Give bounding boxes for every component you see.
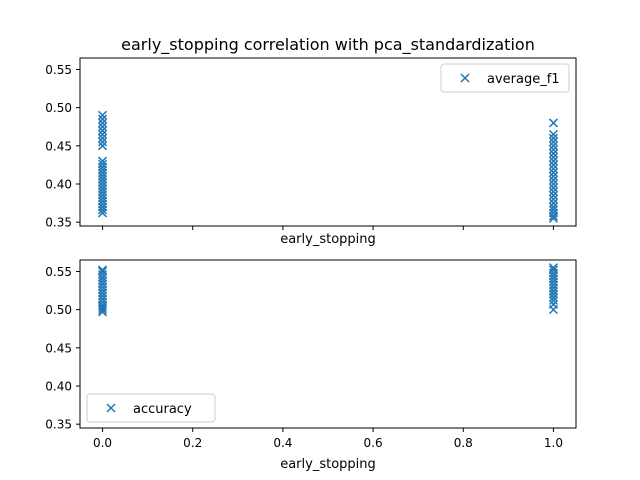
data-point-average_f1-40 [548, 168, 558, 178]
data-point-average_f1-17 [98, 156, 108, 166]
data-point-accuracy-14 [98, 266, 108, 276]
x-axis-label: early_stopping [280, 232, 376, 247]
x-tick-label: 0.0 [93, 436, 112, 450]
points-accuracy [98, 263, 558, 317]
x-tick-label: 0.4 [273, 436, 292, 450]
legend-box [86, 393, 216, 423]
data-point-average_f1-45 [548, 148, 558, 158]
y-tick-label: 0.40 [45, 178, 72, 192]
panel-average-f1: 0.35 0.40 0.45 0.50 0.55 early_stopping averag… [45, 57, 577, 247]
x-axis-label: early_stopping [280, 457, 376, 472]
legend: accuracy [86, 393, 216, 423]
data-point-average_f1-18 [98, 141, 108, 151]
data-point-average_f1-25 [98, 114, 108, 124]
y-tick-label: 0.45 [45, 341, 72, 355]
legend-label: average_f1 [487, 72, 560, 87]
data-point-accuracy-29 [548, 263, 558, 273]
data-point-average_f1-36 [548, 183, 558, 193]
data-point-accuracy-28 [548, 265, 558, 275]
y-tick-label: 0.35 [45, 216, 72, 230]
data-point-accuracy-17 [548, 299, 558, 309]
legend-marker [106, 403, 116, 413]
data-point-average_f1-50 [548, 129, 558, 139]
data-point-average_f1-35 [548, 187, 558, 197]
data-point-average_f1-19 [98, 137, 108, 147]
data-point-average_f1-39 [548, 171, 558, 181]
data-point-average_f1-44 [548, 152, 558, 162]
data-point-average_f1-37 [548, 179, 558, 189]
data-point-average_f1-23 [98, 122, 108, 132]
data-point-average_f1-51 [548, 118, 558, 128]
axes-frame [79, 57, 577, 227]
chart-title: early_stopping correlation with pca_stan… [121, 35, 535, 55]
x-tick-label: 0.8 [454, 436, 473, 450]
y-tick-label: 0.50 [45, 303, 72, 317]
data-point-average_f1-31 [548, 202, 558, 212]
data-point-average_f1-49 [548, 133, 558, 143]
data-point-average_f1-32 [548, 198, 558, 208]
data-point-average_f1-24 [98, 118, 108, 128]
data-point-average_f1-21 [98, 129, 108, 139]
data-point-average_f1-33 [548, 194, 558, 204]
data-point-accuracy-15 [98, 265, 108, 275]
data-point-average_f1-30 [548, 205, 558, 215]
data-point-average_f1-22 [98, 126, 108, 136]
legend-label: accuracy [133, 402, 192, 417]
data-point-average_f1-43 [548, 156, 558, 166]
data-point-average_f1-16 [98, 159, 108, 169]
x-tick-label: 1.0 [544, 436, 563, 450]
panel-accuracy: 0.35 0.40 0.45 0.50 0.55 0.0 0.2 0.4 0.6 0.8 1.0 ea… [45, 259, 577, 472]
data-point-average_f1-41 [548, 164, 558, 174]
y-tick-label: 0.45 [45, 139, 72, 153]
y-tick-label: 0.35 [45, 418, 72, 432]
data-point-average_f1-48 [548, 137, 558, 147]
y-tick-label: 0.50 [45, 101, 72, 115]
data-point-average_f1-34 [548, 190, 558, 200]
data-point-average_f1-26 [98, 110, 108, 120]
y-tick-label: 0.55 [45, 265, 72, 279]
data-point-average_f1-46 [548, 145, 558, 155]
data-point-average_f1-38 [548, 175, 558, 185]
y-tick-label: 0.55 [45, 63, 72, 77]
y-tick-label: 0.40 [45, 380, 72, 394]
legend: average_f1 [440, 63, 570, 93]
data-point-average_f1-42 [548, 160, 558, 170]
data-point-average_f1-20 [98, 133, 108, 143]
x-tick-label: 0.2 [183, 436, 202, 450]
axes-frame [79, 259, 577, 429]
legend-box [440, 63, 570, 93]
points-average_f1 [98, 110, 558, 223]
data-point-average_f1-47 [548, 141, 558, 151]
legend-marker [460, 73, 470, 83]
x-tick-label: 0.6 [364, 436, 383, 450]
